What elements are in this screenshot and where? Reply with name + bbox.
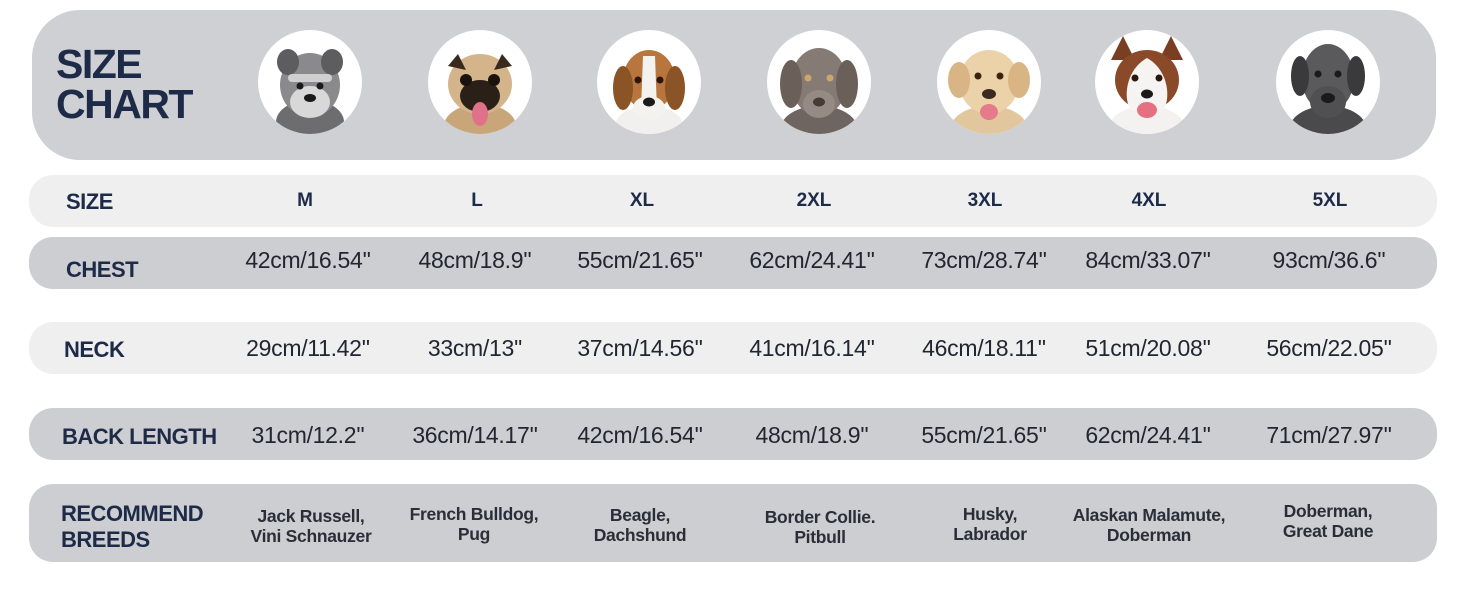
breed-cell: French Bulldog, Pug — [384, 504, 564, 544]
breeds-label-line-1: RECOMMEND — [61, 501, 204, 526]
back-length-cell: 71cm/27.97'' — [1266, 422, 1392, 448]
breed-line: Doberman — [1106, 525, 1192, 545]
neck-row-label: NECK — [64, 337, 125, 362]
breed-line: Husky, — [962, 504, 1018, 524]
chest-cell: 42cm/16.54'' — [245, 247, 371, 273]
chest-cell: 55cm/21.65'' — [577, 247, 703, 273]
breed-cell: Doberman, Great Dane — [1238, 501, 1418, 541]
neck-cell: 33cm/13'' — [427, 335, 523, 361]
title-line-2: CHART — [56, 81, 193, 127]
back-length-cell: 36cm/14.17'' — [412, 422, 538, 448]
breed-cell: Jack Russell, Vini Schnauzer — [221, 506, 401, 546]
back-length-cell: 55cm/21.65'' — [921, 422, 1047, 448]
neck-cell: 37cm/14.56'' — [577, 335, 703, 361]
breed-cell: Alaskan Malamute, Doberman — [1059, 505, 1239, 545]
size-cell-3xl: 3XL — [967, 190, 1003, 211]
back-length-cell: 31cm/12.2'' — [251, 422, 365, 448]
page-title: SIZE CHART — [56, 41, 236, 127]
husky-portrait-icon — [1095, 30, 1199, 134]
chest-cell: 48cm/18.9'' — [418, 247, 532, 273]
size-cell-xl: XL — [629, 190, 655, 211]
neck-cell: 29cm/11.42'' — [246, 335, 370, 361]
breeds-label-line-2: BREEDS — [61, 527, 150, 552]
size-cell-l: L — [471, 190, 483, 211]
pug-portrait-icon — [428, 30, 532, 134]
neck-cell: 56cm/22.05'' — [1266, 335, 1392, 361]
size-cell-4xl: 4XL — [1131, 190, 1167, 211]
schnauzer-portrait-icon — [258, 30, 362, 134]
chest-cell: 62cm/24.41'' — [749, 247, 875, 273]
title-line-1: SIZE — [56, 41, 143, 87]
breed-cell: Border Collie. Pitbull — [730, 507, 910, 547]
breed-line: Vini Schnauzer — [250, 526, 372, 546]
beagle-portrait-icon — [597, 30, 701, 134]
header-band — [32, 10, 1436, 160]
breed-line: Great Dane — [1282, 521, 1374, 541]
chest-cell: 73cm/28.74'' — [921, 247, 1047, 273]
size-cell-m: M — [297, 190, 313, 211]
chest-row-label: CHEST — [66, 257, 139, 282]
breed-line: Alaskan Malamute, — [1072, 505, 1226, 525]
breed-cell: Husky, Labrador — [900, 504, 1080, 544]
breed-line: Border Collie. — [764, 507, 876, 527]
back-length-cell: 42cm/16.54'' — [577, 422, 703, 448]
chest-cell: 93cm/36.6'' — [1272, 247, 1386, 273]
chest-row — [29, 237, 1437, 289]
back-length-row — [29, 408, 1437, 460]
breed-cell: Beagle, Dachshund — [550, 505, 730, 545]
neck-row — [29, 322, 1437, 374]
chest-cell: 84cm/33.07'' — [1085, 247, 1211, 273]
size-cell-5xl: 5XL — [1312, 190, 1348, 211]
neck-cell: 51cm/20.08'' — [1085, 335, 1211, 361]
breed-line: Pug — [457, 524, 491, 544]
size-cell-2xl: 2XL — [796, 190, 832, 211]
breed-line: Pitbull — [794, 527, 846, 547]
great-dane-portrait-icon — [1276, 30, 1380, 134]
labrador-portrait-icon — [937, 30, 1041, 134]
breed-line: Doberman, — [1283, 501, 1373, 521]
neck-cell: 46cm/18.11'' — [922, 335, 1046, 361]
breeds-row — [29, 484, 1437, 562]
breed-line: Jack Russell, — [257, 506, 365, 526]
size-row-label: SIZE — [66, 189, 113, 214]
back-length-cell: 62cm/24.41'' — [1085, 422, 1211, 448]
breed-line: Labrador — [953, 524, 1027, 544]
back-length-cell: 48cm/18.9'' — [755, 422, 869, 448]
breed-line: Dachshund — [593, 525, 687, 545]
weimaraner-portrait-icon — [767, 30, 871, 134]
neck-cell: 41cm/16.14'' — [749, 335, 875, 361]
size-row — [29, 175, 1437, 227]
breed-line: Beagle, — [609, 505, 671, 525]
breed-line: French Bulldog, — [409, 504, 539, 524]
back-length-row-label: BACK LENGTH — [62, 424, 217, 449]
breeds-row-label: RECOMMEND BREEDS — [61, 501, 204, 553]
